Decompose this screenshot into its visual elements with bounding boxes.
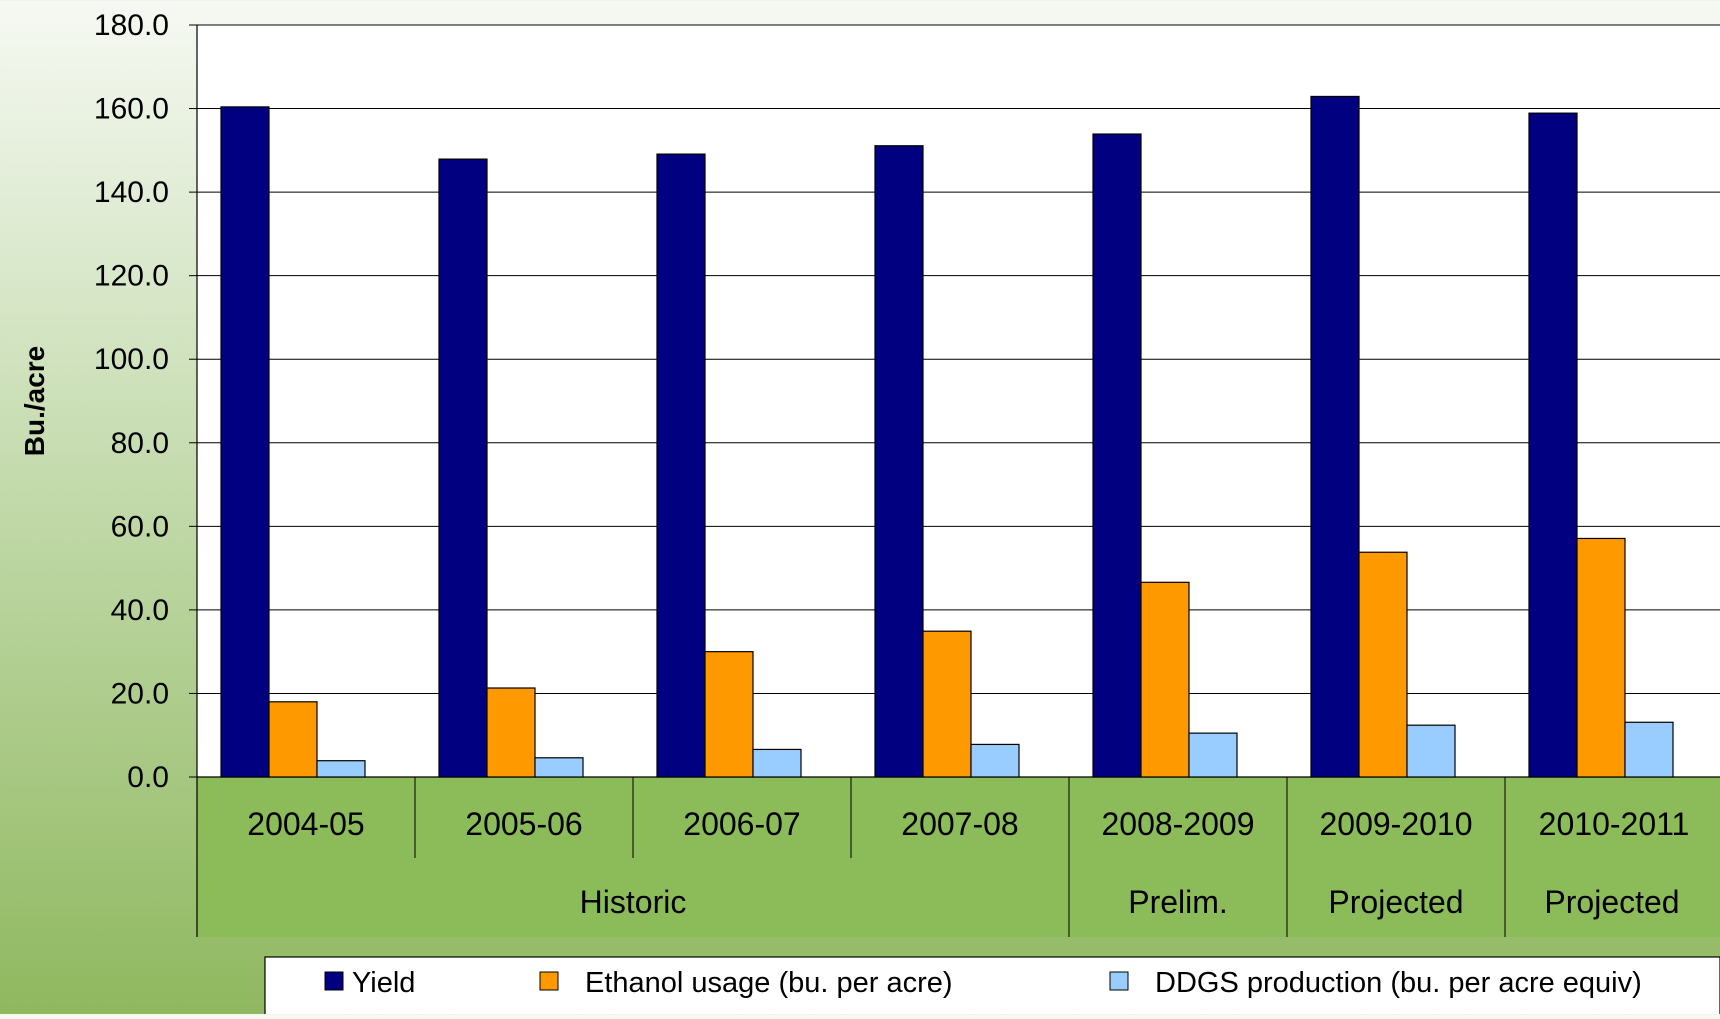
y-tick-label: 140.0	[94, 176, 169, 209]
bar-ethanol-2009-2010	[1358, 551, 1408, 778]
bar-ethanol-2010-2011	[1576, 537, 1626, 778]
y-tick-label: 160.0	[94, 93, 169, 126]
group-label: Projected	[1544, 884, 1679, 920]
bar-yield-2007-08	[874, 145, 924, 778]
bar-ddgs-2008-2009	[1188, 732, 1238, 778]
bar-ddgs-2010-2011	[1624, 721, 1674, 778]
category-axis-band	[197, 777, 1720, 937]
bar-yield-2004-05	[220, 106, 270, 778]
category-label: 2010-2011	[1539, 806, 1690, 842]
group-label: Prelim.	[1128, 884, 1228, 920]
y-tick-label: 180.0	[94, 9, 169, 42]
bar-ethanol-2004-05	[268, 701, 318, 778]
legend-swatch	[539, 971, 559, 991]
bar-ethanol-2007-08	[922, 630, 972, 778]
group-label: Historic	[580, 884, 687, 920]
bar-yield-2008-2009	[1092, 133, 1142, 778]
category-label: 2005-06	[465, 806, 582, 842]
bar-ethanol-2008-2009	[1140, 581, 1190, 778]
legend-swatch	[1109, 971, 1129, 991]
bar-yield-2005-06	[438, 158, 488, 778]
bar-ddgs-2004-05	[316, 760, 366, 778]
legend-label: Ethanol usage (bu. per acre)	[585, 967, 953, 999]
bar-ddgs-2009-2010	[1406, 724, 1456, 778]
y-tick-label: 20.0	[111, 677, 169, 710]
bar-ddgs-2006-07	[752, 748, 802, 778]
legend-label: Yield	[352, 967, 415, 999]
category-label: 2006-07	[683, 806, 800, 842]
y-tick-label: 100.0	[94, 343, 169, 376]
bar-ddgs-2007-08	[970, 743, 1020, 778]
legend-swatch	[324, 971, 344, 991]
y-tick-label: 60.0	[111, 510, 169, 543]
y-tick-label: 80.0	[111, 427, 169, 460]
category-label: 2008-2009	[1101, 806, 1254, 842]
y-axis-label: Bu./acre	[19, 346, 50, 457]
bar-yield-2010-2011	[1528, 112, 1578, 778]
category-label: 2009-2010	[1319, 806, 1472, 842]
y-tick-label: 120.0	[94, 260, 169, 293]
category-label: 2007-08	[901, 806, 1018, 842]
y-tick-label: 40.0	[111, 594, 169, 627]
bar-ddgs-2005-06	[534, 757, 584, 778]
y-tick-label: 0.0	[127, 761, 169, 794]
bar-ethanol-2005-06	[486, 687, 536, 778]
bar-yield-2009-2010	[1310, 95, 1360, 778]
bar-yield-2006-07	[656, 153, 706, 778]
group-label: Projected	[1328, 884, 1463, 920]
legend-label: DDGS production (bu. per acre equiv)	[1155, 967, 1642, 999]
category-label: 2004-05	[247, 806, 364, 842]
bar-ethanol-2006-07	[704, 651, 754, 778]
